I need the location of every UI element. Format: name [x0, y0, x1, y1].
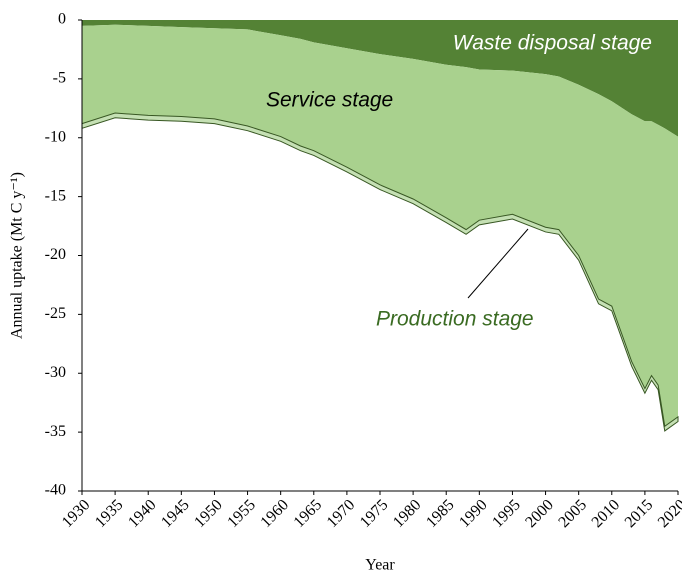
area [82, 20, 678, 137]
annotation: Production stage [376, 308, 534, 331]
x-tick-label: 1955 [224, 496, 259, 531]
x-tick-label: 1940 [125, 496, 160, 531]
area [81, 112, 679, 432]
x-tick-label: 1995 [489, 496, 524, 531]
x-tick-label: 1950 [191, 496, 226, 531]
x-tick-label: 2020 [655, 496, 682, 531]
y-tick-label: -30 [45, 364, 66, 381]
x-tick-label: 2015 [622, 496, 657, 531]
x-tick-label: 1935 [92, 496, 127, 531]
x-tick-label: 1975 [357, 496, 392, 531]
y-tick-label: -20 [45, 246, 66, 263]
x-tick-label: 1965 [291, 496, 326, 531]
x-tick-label: 1945 [158, 496, 193, 531]
y-tick-label: 0 [58, 11, 66, 28]
y-tick-label: -25 [45, 305, 66, 322]
annotation: Service stage [266, 89, 393, 112]
y-tick-label: -5 [53, 70, 66, 87]
x-tick-label: 1960 [257, 496, 292, 531]
x-tick-label: 2010 [589, 496, 624, 531]
x-tick-label: 1980 [390, 496, 425, 531]
x-tick-label: 1990 [456, 496, 491, 531]
y-tick-label: -10 [45, 128, 66, 145]
x-tick-label: 2000 [522, 496, 557, 531]
y-tick-label: -40 [45, 482, 66, 499]
y-axis-label: Annual uptake (Mt C y⁻¹) [9, 172, 26, 339]
x-tick-label: 1970 [324, 496, 359, 531]
area [82, 24, 678, 427]
y-tick-label: -15 [45, 187, 66, 204]
leader-line [467, 228, 529, 299]
x-tick-label: 2005 [555, 496, 590, 531]
x-tick-label: 1985 [423, 496, 458, 531]
x-tick-label: 1930 [59, 496, 94, 531]
y-tick-label: -35 [45, 423, 66, 440]
x-axis-label: Year [365, 557, 395, 574]
annotation: Waste disposal stage [453, 32, 652, 55]
